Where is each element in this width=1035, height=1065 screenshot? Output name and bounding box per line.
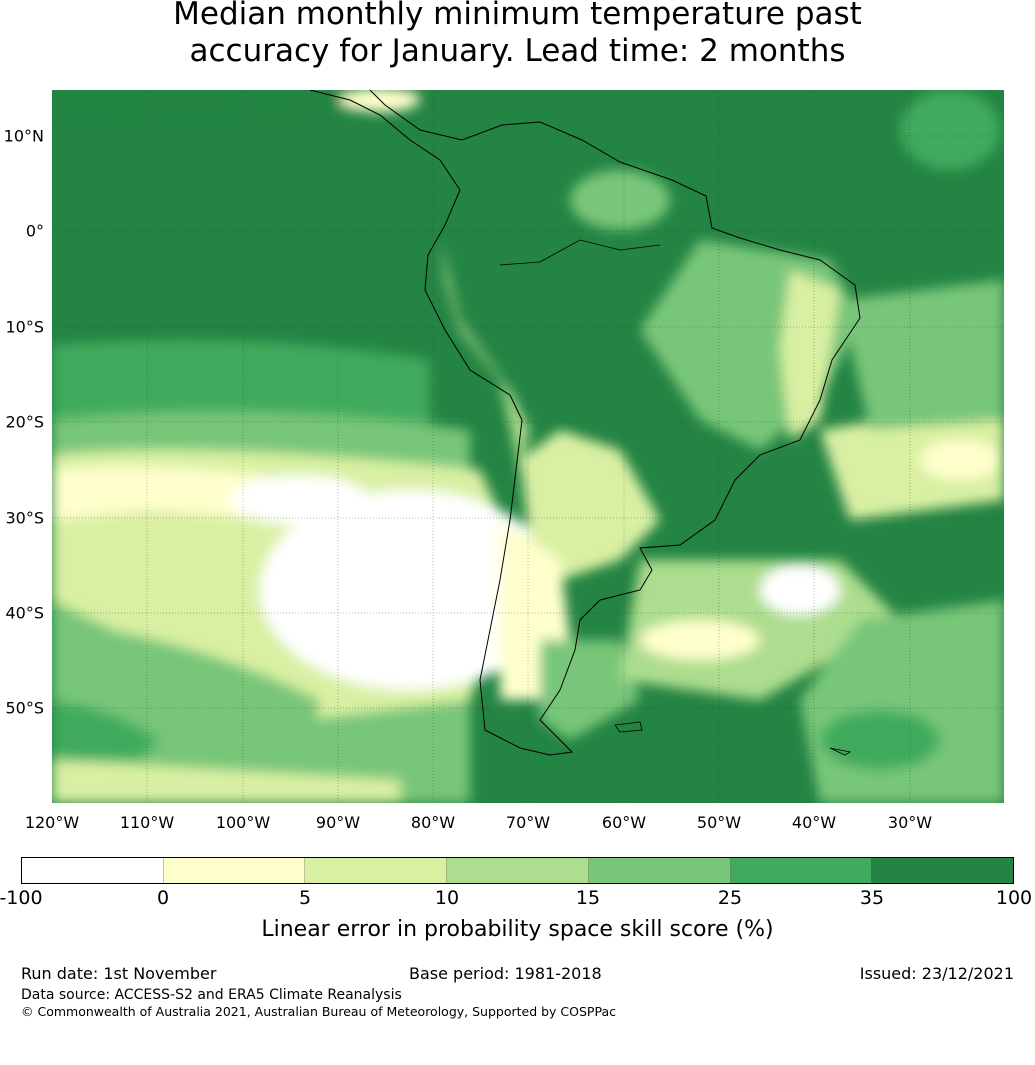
colorbar-label: -100 (0, 887, 43, 909)
river-outline (499, 239, 661, 266)
colorbar-title: Linear error in probability space skill … (261, 917, 774, 942)
lat-tick: 0° (25, 221, 44, 241)
colorbar-label: 35 (859, 887, 885, 909)
colorbar-segment (447, 858, 589, 883)
lon-tick: 30°W (887, 813, 933, 832)
colorbar-segment (872, 858, 1014, 883)
lat-tick: 10°N (3, 126, 44, 146)
copyright: © Commonwealth of Australia 2021, Austra… (21, 1004, 616, 1019)
skill-field (52, 90, 1004, 803)
lat-tick: 50°S (5, 698, 44, 718)
colorbar-label: 0 (156, 887, 170, 909)
colorbar-label: 100 (995, 887, 1033, 909)
colorbar-label: 25 (717, 887, 743, 909)
gridlines (52, 90, 1004, 803)
lon-tick: 120°W (24, 813, 80, 832)
lon-tick: 60°W (601, 813, 647, 832)
lon-tick: 70°W (505, 813, 551, 832)
colorbar (21, 857, 1014, 884)
lon-tick: 110°W (119, 813, 175, 832)
colorbar-segment (305, 858, 448, 883)
title-line-2: accuracy for January. Lead time: 2 month… (189, 33, 846, 69)
chart-title: Median monthly minimum temperature past … (0, 0, 1035, 70)
colorbar-segment (588, 858, 731, 883)
lat-tick: 30°S (5, 508, 44, 528)
lat-tick: 10°S (5, 317, 44, 337)
lon-tick: 80°W (410, 813, 456, 832)
base-period: Base period: 1981-2018 (409, 964, 602, 983)
colorbar-segment (163, 858, 306, 883)
lon-tick: 90°W (315, 813, 361, 832)
lat-tick: 40°S (5, 603, 44, 623)
colorbar-label: 15 (575, 887, 601, 909)
colorbar-label: 5 (298, 887, 312, 909)
title-line-1: Median monthly minimum temperature past (173, 0, 862, 32)
run-date: Run date: 1st November (21, 964, 217, 983)
islands (614, 721, 852, 756)
colorbar-segment (730, 858, 873, 883)
coastline (309, 90, 861, 756)
colorbar-segment (22, 858, 164, 883)
colorbar-label: 10 (434, 887, 460, 909)
data-source: Data source: ACCESS-S2 and ERA5 Climate … (21, 987, 402, 1003)
lon-tick: 100°W (215, 813, 271, 832)
lon-tick: 50°W (696, 813, 742, 832)
lon-tick: 40°W (791, 813, 837, 832)
issued-date: Issued: 23/12/2021 (859, 964, 1014, 983)
lat-tick: 20°S (5, 412, 44, 432)
skill-score-map (52, 90, 1004, 803)
